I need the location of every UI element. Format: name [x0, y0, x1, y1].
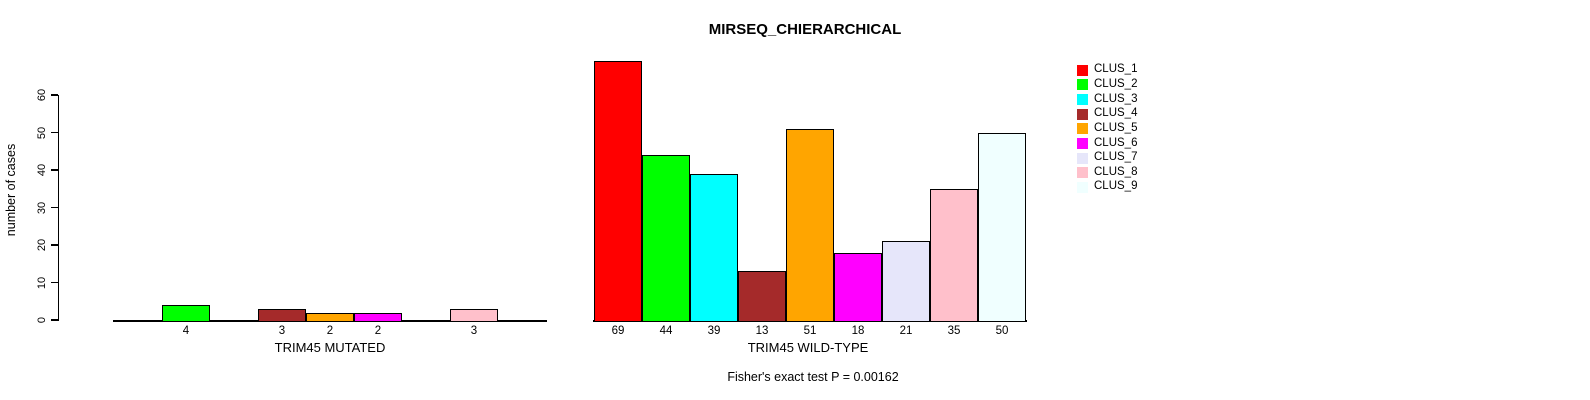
legend-label-CLUS_2: CLUS_2	[1094, 77, 1138, 90]
chart-title: MIRSEQ_CHIERARCHICAL	[708, 21, 902, 38]
bar-CLUS_4	[258, 308, 306, 322]
legend-label-CLUS_7: CLUS_7	[1094, 151, 1138, 164]
y-tick-mark	[51, 281, 58, 284]
legend-swatch-CLUS_7	[1077, 152, 1088, 164]
legend-swatch-CLUS_4	[1077, 108, 1088, 120]
legend-label-CLUS_1: CLUS_1	[1094, 63, 1138, 76]
bar-CLUS_8	[450, 308, 498, 322]
bar-CLUS_2	[642, 155, 690, 322]
y-tick-mark	[51, 131, 58, 134]
bar-CLUS_5	[306, 312, 354, 322]
legend-swatch-CLUS_8	[1077, 167, 1088, 179]
bar-CLUS_7	[882, 241, 930, 322]
bar-CLUS_5	[786, 128, 834, 322]
legend-swatch-CLUS_1	[1077, 64, 1088, 76]
bar-CLUS_8	[930, 188, 978, 322]
bar-CLUS_6	[354, 312, 402, 322]
legend-label-CLUS_8: CLUS_8	[1094, 165, 1138, 178]
bar-value-label: 51	[803, 325, 817, 337]
legend-swatch-CLUS_9	[1077, 181, 1088, 193]
y-tick-label: 10	[36, 276, 48, 289]
y-tick-label: 30	[36, 201, 48, 214]
bar-value-label: 69	[611, 325, 625, 337]
bar-CLUS_4	[738, 271, 786, 322]
legend-swatch-CLUS_3	[1077, 94, 1088, 106]
x-axis-title-wildtype: TRIM45 WILD-TYPE	[747, 340, 869, 355]
bar-value-label: 44	[659, 325, 673, 337]
legend-label-CLUS_9: CLUS_9	[1094, 180, 1138, 193]
y-tick-mark	[51, 169, 58, 171]
legend-swatch-CLUS_6	[1077, 138, 1088, 149]
bar-CLUS_1	[594, 61, 642, 322]
y-tick-label: 0	[36, 316, 48, 324]
y-tick-mark	[51, 244, 58, 246]
bar-CLUS_2	[162, 305, 210, 322]
y-tick-label: 60	[36, 88, 48, 102]
bar-value-label: 21	[899, 325, 913, 337]
legend-label-CLUS_4: CLUS_4	[1094, 107, 1138, 120]
y-axis-title: number of cases	[4, 143, 18, 237]
legend-swatch-CLUS_5	[1077, 123, 1088, 135]
legend-label-CLUS_5: CLUS_5	[1094, 121, 1138, 134]
bar-CLUS_6	[834, 252, 882, 322]
bar-value-label: 50	[995, 325, 1009, 337]
bar-value-label: 13	[755, 325, 769, 337]
y-tick-mark	[51, 206, 58, 209]
bar-value-label: 3	[470, 325, 478, 337]
bar-CLUS_3	[690, 173, 738, 322]
y-axis-line	[57, 95, 59, 321]
y-tick-label: 50	[36, 126, 48, 139]
y-tick-label: 40	[36, 163, 48, 177]
bar-value-label: 4	[182, 325, 190, 337]
y-tick-label: 20	[36, 238, 48, 252]
y-tick-mark	[51, 94, 58, 96]
x-axis-title-mutated: TRIM45 MUTATED	[274, 340, 386, 355]
bar-value-label: 2	[326, 325, 334, 337]
legend-label-CLUS_3: CLUS_3	[1094, 92, 1138, 105]
bar-value-label: 3	[278, 325, 286, 337]
bar-CLUS_9	[978, 132, 1026, 322]
bar-value-label: 2	[374, 325, 382, 337]
fisher-test-annotation: Fisher's exact test P = 0.00162	[727, 370, 899, 384]
y-tick-mark	[51, 319, 58, 321]
legend-swatch-CLUS_2	[1077, 79, 1088, 91]
bar-value-label: 18	[851, 325, 865, 337]
legend-label-CLUS_6: CLUS_6	[1094, 136, 1138, 149]
bar-value-label: 35	[947, 325, 961, 337]
bar-value-label: 39	[707, 325, 721, 337]
